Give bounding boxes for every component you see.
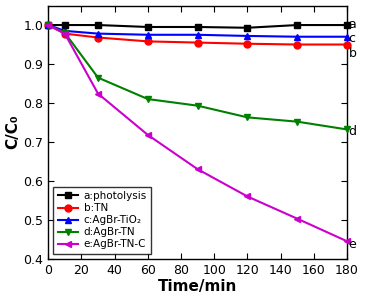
- c:AgBr-TiO₂: [46, 23, 51, 27]
- c:AgBr-TiO₂: [345, 35, 349, 38]
- c:AgBr-TiO₂: [295, 35, 299, 38]
- a:photolysis: [195, 25, 200, 29]
- Legend: a:photolysis, b:TN, c:AgBr-TiO₂, d:AgBr-TN, e:AgBr-TN-C: a:photolysis, b:TN, c:AgBr-TiO₂, d:AgBr-…: [53, 187, 151, 254]
- e:AgBr-TN-C: [345, 239, 349, 243]
- Line: e:AgBr-TN-C: e:AgBr-TN-C: [45, 22, 350, 245]
- e:AgBr-TN-C: [96, 92, 100, 95]
- c:AgBr-TiO₂: [96, 32, 100, 35]
- b:TN: [345, 43, 349, 46]
- a:photolysis: [145, 25, 150, 29]
- c:AgBr-TiO₂: [145, 33, 150, 37]
- b:TN: [62, 32, 67, 35]
- e:AgBr-TN-C: [145, 133, 150, 137]
- e:AgBr-TN-C: [245, 195, 250, 198]
- Line: a:photolysis: a:photolysis: [45, 22, 350, 31]
- a:photolysis: [96, 23, 100, 27]
- d:AgBr-TN: [145, 97, 150, 101]
- X-axis label: Time/min: Time/min: [158, 279, 237, 294]
- e:AgBr-TN-C: [195, 167, 200, 171]
- a:photolysis: [295, 23, 299, 27]
- d:AgBr-TN: [295, 120, 299, 124]
- Text: a: a: [349, 18, 356, 31]
- c:AgBr-TiO₂: [195, 33, 200, 37]
- Line: c:AgBr-TiO₂: c:AgBr-TiO₂: [45, 22, 350, 40]
- Y-axis label: C/C₀: C/C₀: [5, 115, 20, 149]
- d:AgBr-TN: [46, 23, 51, 27]
- Line: d:AgBr-TN: d:AgBr-TN: [45, 22, 350, 133]
- b:TN: [195, 41, 200, 44]
- Text: e: e: [349, 238, 356, 250]
- d:AgBr-TN: [62, 31, 67, 34]
- e:AgBr-TN-C: [46, 23, 51, 27]
- Line: b:TN: b:TN: [45, 22, 350, 48]
- e:AgBr-TN-C: [295, 217, 299, 220]
- a:photolysis: [345, 23, 349, 27]
- c:AgBr-TiO₂: [245, 34, 250, 38]
- Text: c: c: [349, 32, 356, 45]
- c:AgBr-TiO₂: [62, 29, 67, 33]
- b:TN: [245, 42, 250, 46]
- a:photolysis: [245, 26, 250, 30]
- d:AgBr-TN: [245, 116, 250, 119]
- b:TN: [295, 43, 299, 46]
- d:AgBr-TN: [345, 128, 349, 131]
- e:AgBr-TN-C: [62, 32, 67, 35]
- d:AgBr-TN: [96, 76, 100, 80]
- Text: b: b: [349, 46, 357, 60]
- b:TN: [96, 36, 100, 39]
- a:photolysis: [62, 23, 67, 27]
- b:TN: [46, 23, 51, 27]
- b:TN: [145, 40, 150, 43]
- Text: d: d: [349, 125, 357, 138]
- d:AgBr-TN: [195, 104, 200, 107]
- a:photolysis: [46, 23, 51, 27]
